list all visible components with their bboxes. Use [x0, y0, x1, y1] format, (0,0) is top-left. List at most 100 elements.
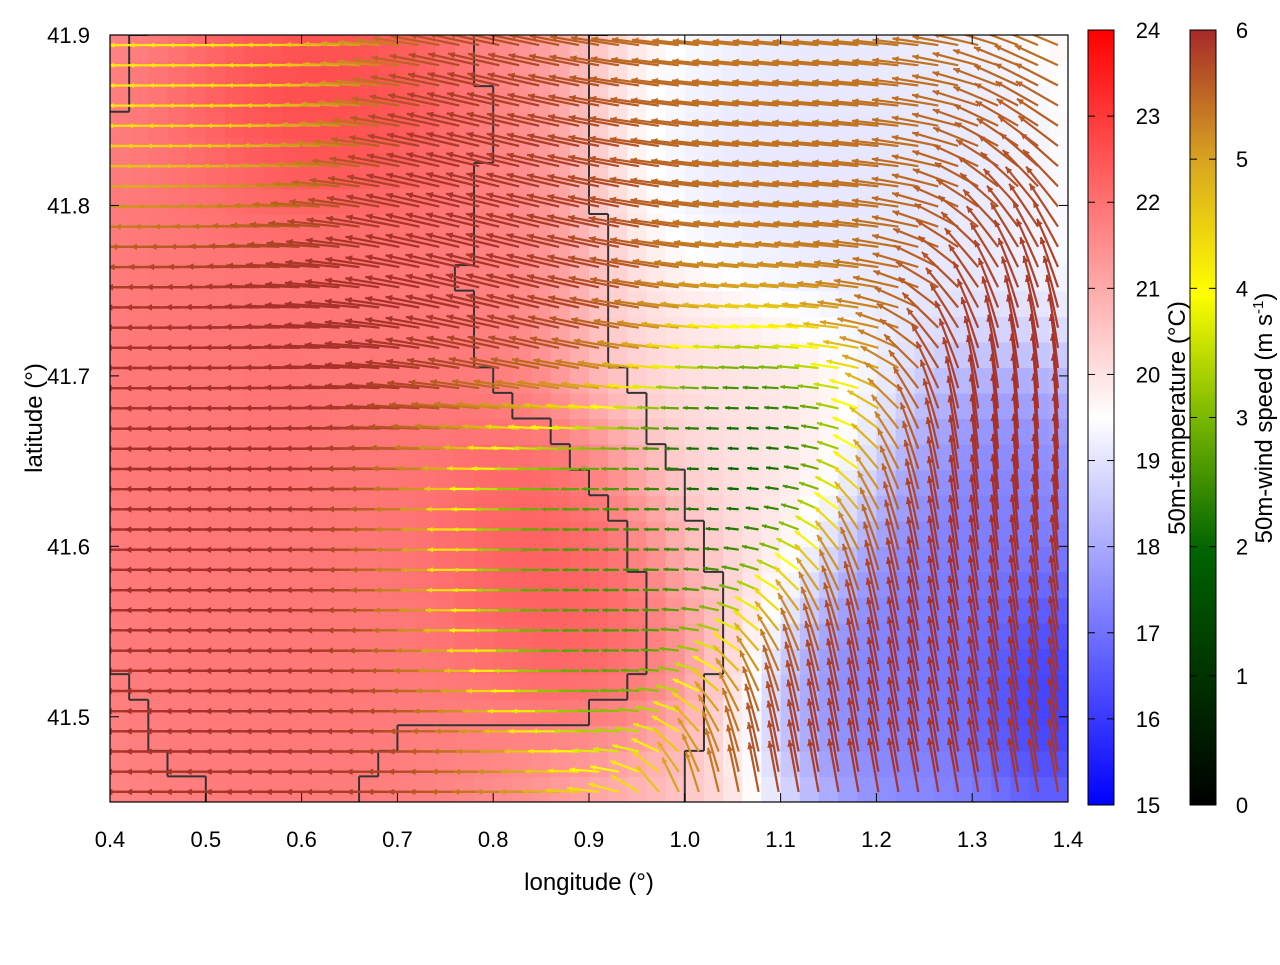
heatmap-cell: [685, 35, 705, 61]
heatmap-cell: [110, 623, 130, 649]
heatmap-cell: [838, 86, 858, 112]
heatmap-cell: [819, 86, 839, 112]
heatmap-cell: [493, 674, 513, 700]
wind-vector-head: [66, 748, 73, 755]
wind-vector-head: [86, 748, 93, 755]
heatmap-cell: [282, 521, 302, 547]
wind-vector-head: [66, 304, 73, 311]
heatmap-cell: [781, 419, 801, 445]
heatmap-cell: [282, 367, 302, 393]
heatmap-cell: [1030, 776, 1050, 802]
heatmap-cell: [532, 674, 552, 700]
heatmap-cell: [455, 470, 475, 496]
wind-vector-head: [69, 264, 76, 270]
wind-vector-head: [85, 607, 92, 614]
heatmap-cell: [378, 521, 398, 547]
heatmap-cell: [340, 725, 360, 751]
heatmap-cell: [129, 393, 149, 419]
heatmap-cell: [129, 86, 149, 112]
heatmap-cell: [455, 521, 475, 547]
heatmap-cell: [512, 674, 532, 700]
wind-vector-head: [89, 63, 94, 68]
heatmap-cell: [302, 35, 322, 61]
heatmap-cell: [148, 86, 168, 112]
heatmap-cell: [512, 776, 532, 802]
heatmap-cell: [110, 35, 130, 61]
heatmap-cell: [321, 86, 341, 112]
heatmap-cell: [263, 725, 283, 751]
heatmap-cell: [110, 342, 130, 368]
heatmap-cell: [129, 342, 149, 368]
heatmap-cell: [436, 700, 456, 726]
heatmap-cell: [263, 419, 283, 445]
heatmap-cell: [627, 776, 647, 802]
heatmap-cell: [512, 419, 532, 445]
heatmap-cell: [110, 137, 130, 163]
heatmap-cell: [302, 367, 322, 393]
heatmap-cell: [1030, 112, 1050, 138]
heatmap-cell: [723, 521, 743, 547]
heatmap-cell: [647, 419, 667, 445]
heatmap-cell: [244, 291, 264, 317]
heatmap-cell: [666, 470, 686, 496]
heatmap-cell: [474, 725, 494, 751]
heatmap-cell: [647, 470, 667, 496]
heatmap-cell: [148, 572, 168, 598]
wind-vector-head: [85, 324, 92, 331]
heatmap-cell: [187, 35, 207, 61]
heatmap-cell: [206, 291, 226, 317]
heatmap-cell: [934, 188, 954, 214]
wind-vector-head: [85, 486, 92, 493]
heatmap-cell: [206, 86, 226, 112]
heatmap-cell: [627, 393, 647, 419]
heatmap-cell: [187, 419, 207, 445]
heatmap-cell: [685, 572, 705, 598]
heatmap-cell: [570, 367, 590, 393]
heatmap-cell: [436, 521, 456, 547]
heatmap-cell: [321, 572, 341, 598]
heatmap-cell: [187, 188, 207, 214]
wind-vector-head: [85, 506, 92, 513]
heatmap-cell: [225, 188, 245, 214]
heatmap-cell: [244, 35, 264, 61]
heatmap-cell: [282, 470, 302, 496]
heatmap-cell: [723, 598, 743, 624]
wind-vector-head: [89, 83, 94, 88]
heatmap-cell: [244, 393, 264, 419]
heatmap-cell: [321, 623, 341, 649]
heatmap-cell: [685, 419, 705, 445]
heatmap-cell: [168, 572, 188, 598]
heatmap-cell: [436, 674, 456, 700]
heatmap-cell: [589, 521, 609, 547]
heatmap-cell: [110, 367, 130, 393]
heatmap-cell: [168, 137, 188, 163]
heatmap-cell: [129, 674, 149, 700]
wind-vector-head: [65, 526, 72, 533]
heatmap-cell: [187, 291, 207, 317]
heatmap-cell: [359, 521, 379, 547]
heatmap-cell: [532, 367, 552, 393]
heatmap-cell: [148, 291, 168, 317]
wind-vector-head: [65, 647, 72, 654]
heatmap-cell: [263, 572, 283, 598]
heatmap-cell: [302, 674, 322, 700]
heatmap-cell: [244, 623, 264, 649]
wind-vector-head: [86, 789, 93, 796]
heatmap-cell: [589, 623, 609, 649]
heatmap-cell: [225, 674, 245, 700]
heatmap-cell: [436, 623, 456, 649]
heatmap-cell: [1049, 35, 1069, 61]
heatmap-cell: [129, 188, 149, 214]
wind-vector-head: [85, 425, 92, 432]
heatmap-cell: [187, 521, 207, 547]
wind-vector-head: [88, 103, 93, 108]
heatmap-cell: [551, 623, 571, 649]
heatmap-cell: [704, 419, 724, 445]
heatmap-cell: [953, 240, 973, 266]
heatmap-cell: [129, 35, 149, 61]
heatmap-cell: [263, 86, 283, 112]
heatmap-cell: [187, 470, 207, 496]
heatmap-cell: [129, 240, 149, 266]
heatmap-cell: [704, 35, 724, 61]
